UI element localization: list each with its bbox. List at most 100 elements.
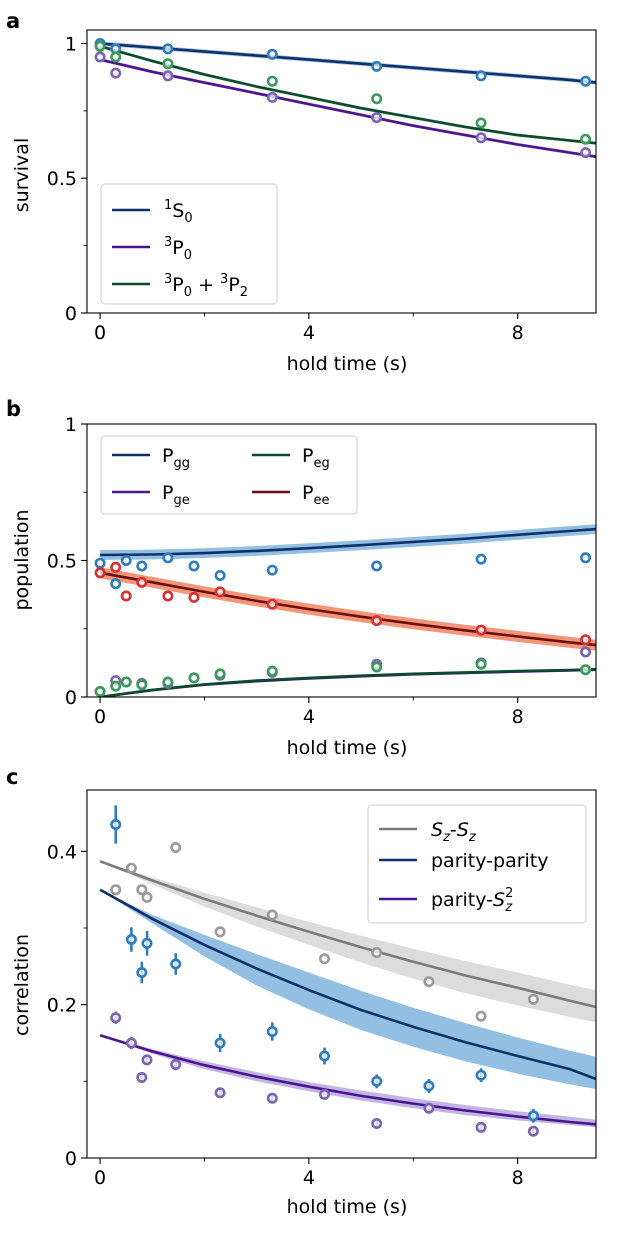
axes-frame-c (86, 789, 597, 1159)
data-point-Peg (120, 676, 132, 688)
ticks-b: 0 4 8 0 0.5 1 (47, 414, 524, 728)
data-point-P0 (162, 70, 174, 82)
legend-label-Pge: Pge (162, 482, 190, 508)
data-point-pp (475, 1069, 487, 1081)
panel-a: a hold time (s) survival 0 4 800.511S03P03… (6, 9, 597, 375)
legend-text-part: S (172, 200, 184, 222)
x-tick-label-b: 8 (512, 706, 524, 728)
data-point-P0 (266, 91, 278, 103)
data-point-pp (266, 1026, 278, 1038)
data-point-P0 (371, 112, 383, 124)
data-point-Peg (162, 676, 174, 688)
data-point-pp (170, 958, 182, 970)
legend-label-Peg: Peg (302, 445, 330, 471)
data-point-pp (214, 1037, 226, 1049)
data-point-P0P2 (580, 133, 592, 145)
data-point-SzSz (170, 841, 182, 853)
data-point-SzSz (318, 953, 330, 965)
legend-text-part: parity- (431, 889, 493, 911)
data-point-Pee (110, 561, 122, 573)
plot-area-a (86, 29, 597, 314)
x-tick-label-c: 0 (94, 1167, 106, 1189)
data-point-Peg (136, 679, 148, 691)
data-point-pS2 (318, 1088, 330, 1100)
y-tick-label-b: 0.5 (47, 551, 77, 573)
plot-area-c (86, 789, 597, 1159)
legend-text-part: S (493, 889, 505, 911)
band-pp (100, 889, 596, 1089)
legend-label-Pgg: Pgg (162, 445, 190, 471)
data-point-pS2 (475, 1121, 487, 1133)
legend-text-part: eg (313, 456, 329, 471)
legend-text-part: ee (313, 493, 329, 508)
data-point-P0 (110, 67, 122, 79)
data-point-Pee (94, 567, 106, 579)
x-tick-label-a: 8 (512, 322, 524, 344)
y-axis-label-b: population (11, 509, 33, 610)
data-point-Peg (266, 665, 278, 677)
data-point-pS2 (110, 1012, 122, 1024)
data-point-P0P2 (266, 75, 278, 87)
legend-text-part: S (431, 819, 443, 841)
band-pS2 (100, 1035, 596, 1128)
y-tick-label-a: 0 (65, 303, 77, 325)
x-axis-label-c: hold time (s) (287, 1196, 408, 1218)
data-point-S0 (266, 48, 278, 60)
x-tick-label-a: 0 (94, 322, 106, 344)
legend-text-part: 2 (505, 886, 513, 901)
data-point-Pee (136, 576, 148, 588)
data-point-Pgg (580, 552, 592, 564)
data-point-Pgg (94, 557, 106, 569)
data-point-P0 (94, 51, 106, 63)
data-point-Pgg (214, 569, 226, 581)
ticks-c: 0 4 8 0 0.2 0.4 (47, 841, 524, 1189)
data-point-pS2 (170, 1059, 182, 1071)
fit-line-Pgg (100, 527, 596, 557)
y-tick-label-b: 0 (65, 687, 77, 709)
data-point-P0P2 (475, 117, 487, 129)
legend-text-part: z (468, 830, 477, 845)
legend-text-part: 0 (184, 285, 192, 300)
data-point-pS2 (214, 1087, 226, 1099)
data-point-S0 (580, 75, 592, 87)
legend-text-part: P (172, 274, 183, 296)
data-point-P0P2 (371, 93, 383, 105)
data-point-pS2 (423, 1102, 435, 1114)
data-point-SzSz (371, 946, 383, 958)
x-tick-label-c: 8 (512, 1167, 524, 1189)
data-point-Pgg (120, 554, 132, 566)
y-axis-label-c: correlation (11, 934, 33, 1036)
panel-b: b hold time (s) population 0 4 800.51PggPg… (6, 397, 597, 759)
legend-text-part: z (442, 830, 451, 845)
y-tick-label-b: 1 (65, 414, 77, 436)
legend-text-part: gg (173, 456, 190, 471)
data-point-pp (527, 1110, 539, 1122)
data-point-Pgg (371, 560, 383, 572)
data-point-pp (318, 1050, 330, 1062)
legend-text-part: P (162, 482, 173, 504)
data-point-Peg (214, 668, 226, 680)
fit-line-S0 (100, 42, 596, 84)
data-point-P0P2 (94, 40, 106, 52)
band-SzSz (100, 861, 596, 1023)
fit-line-Pge (99, 668, 596, 697)
legend-label-P0: 3P0 (164, 235, 192, 263)
legend-text-part: ge (173, 493, 189, 508)
fit-line-P0P2 (99, 44, 596, 145)
band-Pge (100, 668, 596, 697)
y-tick-label-c: 0.2 (47, 995, 77, 1017)
data-point-Pee (580, 634, 592, 646)
legend-label-Pee: Pee (302, 482, 329, 508)
legend-text-part: 2 (240, 285, 248, 300)
legend-text-part: 0 (184, 211, 192, 226)
data-point-pS2 (136, 1072, 148, 1084)
data-point-pp (371, 1075, 383, 1087)
data-point-Pgg (136, 560, 148, 572)
data-point-SzSz (527, 993, 539, 1005)
legend-label-P0P2: 3P0 + 3P2 (164, 272, 248, 300)
data-point-Peg (475, 658, 487, 670)
